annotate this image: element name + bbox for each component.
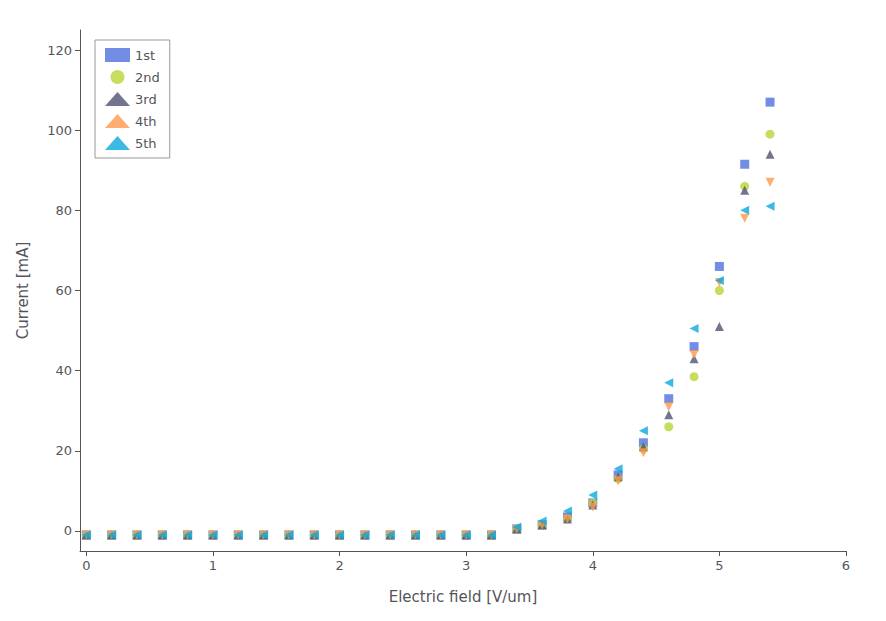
svg-text:0: 0	[82, 558, 90, 573]
svg-text:0: 0	[64, 523, 72, 538]
svg-text:120: 120	[47, 43, 72, 58]
svg-text:2nd: 2nd	[135, 70, 160, 85]
svg-text:100: 100	[47, 123, 72, 138]
svg-text:3rd: 3rd	[135, 92, 157, 107]
svg-text:40: 40	[55, 363, 72, 378]
svg-text:6: 6	[842, 558, 850, 573]
svg-text:5: 5	[715, 558, 723, 573]
svg-text:60: 60	[55, 283, 72, 298]
svg-text:5th: 5th	[135, 136, 157, 151]
svg-text:3: 3	[462, 558, 470, 573]
svg-text:4th: 4th	[135, 114, 157, 129]
svg-text:2: 2	[335, 558, 343, 573]
svg-text:1st: 1st	[135, 48, 155, 63]
svg-text:4: 4	[589, 558, 597, 573]
svg-text:Current [mA]: Current [mA]	[14, 242, 32, 340]
svg-text:Electric field [V/um]: Electric field [V/um]	[389, 588, 538, 606]
svg-text:80: 80	[55, 203, 72, 218]
svg-text:20: 20	[55, 443, 72, 458]
svg-text:1: 1	[209, 558, 217, 573]
